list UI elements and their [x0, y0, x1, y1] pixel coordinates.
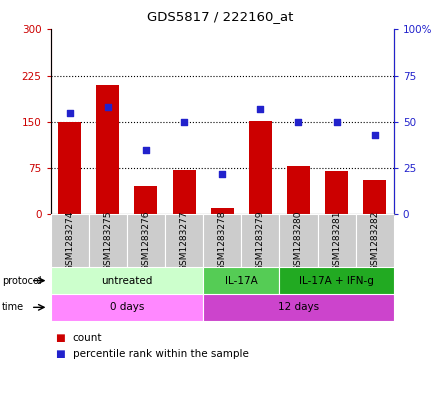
- Text: 0 days: 0 days: [110, 302, 144, 312]
- Bar: [211, 208, 234, 214]
- Text: GSM1283274: GSM1283274: [65, 211, 74, 271]
- Point: [66, 109, 73, 116]
- Text: GSM1283278: GSM1283278: [218, 211, 227, 271]
- Point: [219, 171, 226, 177]
- Bar: [51, 214, 89, 267]
- Bar: [356, 214, 394, 267]
- Text: GSM1283276: GSM1283276: [141, 211, 150, 271]
- Point: [180, 119, 187, 125]
- Point: [257, 106, 264, 112]
- Bar: [165, 214, 203, 267]
- Bar: [363, 180, 386, 214]
- Text: protocol: protocol: [2, 275, 42, 286]
- Text: untreated: untreated: [101, 275, 153, 286]
- Text: GSM1283275: GSM1283275: [103, 211, 112, 271]
- Bar: [318, 214, 356, 267]
- Point: [104, 104, 111, 110]
- Bar: [203, 214, 241, 267]
- Text: GSM1283282: GSM1283282: [370, 211, 379, 271]
- Text: GSM1283281: GSM1283281: [332, 211, 341, 271]
- Point: [333, 119, 340, 125]
- Point: [295, 119, 302, 125]
- Bar: [203, 267, 279, 294]
- Bar: [51, 267, 203, 294]
- Text: ■: ■: [55, 349, 65, 359]
- Text: IL-17A: IL-17A: [225, 275, 258, 286]
- Text: GSM1283279: GSM1283279: [256, 211, 265, 271]
- Bar: [135, 186, 158, 214]
- Bar: [58, 122, 81, 214]
- Bar: [279, 267, 394, 294]
- Bar: [89, 214, 127, 267]
- Text: count: count: [73, 333, 102, 343]
- Text: GSM1283280: GSM1283280: [294, 211, 303, 271]
- Bar: [325, 171, 348, 214]
- Bar: [96, 85, 119, 214]
- Text: GSM1283277: GSM1283277: [180, 211, 189, 271]
- Text: time: time: [2, 302, 24, 312]
- Bar: [203, 294, 394, 321]
- Text: 12 days: 12 days: [278, 302, 319, 312]
- Text: IL-17A + IFN-g: IL-17A + IFN-g: [299, 275, 374, 286]
- Point: [143, 146, 150, 152]
- Text: GDS5817 / 222160_at: GDS5817 / 222160_at: [147, 10, 293, 23]
- Bar: [127, 214, 165, 267]
- Point: [371, 132, 378, 138]
- Bar: [172, 170, 195, 214]
- Bar: [287, 166, 310, 214]
- Bar: [51, 294, 203, 321]
- Bar: [241, 214, 279, 267]
- Bar: [279, 214, 318, 267]
- Bar: [249, 121, 272, 214]
- Text: percentile rank within the sample: percentile rank within the sample: [73, 349, 249, 359]
- Text: ■: ■: [55, 333, 65, 343]
